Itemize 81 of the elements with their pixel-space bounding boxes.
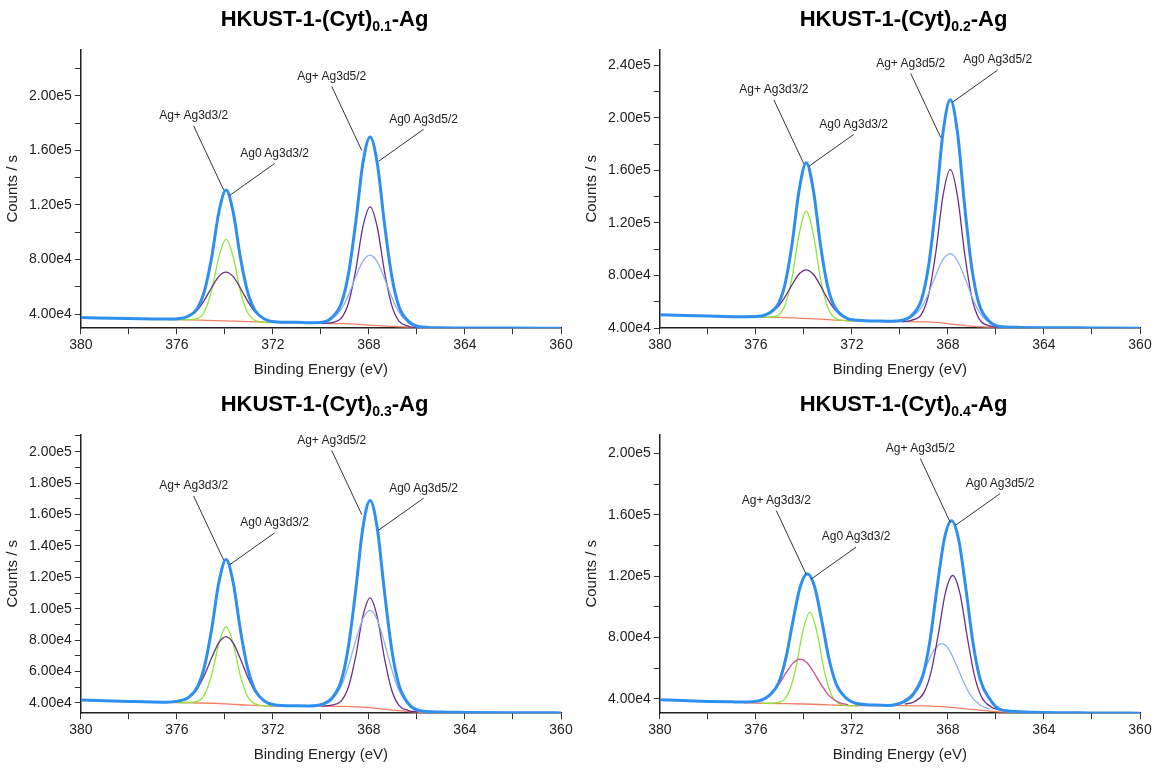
annotation: Ag0 Ag3d3/2 (819, 116, 889, 131)
y-axis-title: Counts / s (3, 540, 21, 608)
annotation: Ag0 Ag3d3/2 (240, 515, 310, 530)
y-tick-label: 8.00e4 (607, 266, 652, 283)
y-tick-label: 8.00e4 (607, 628, 652, 645)
annotation: Ag+ Ag3d3/2 (159, 478, 229, 493)
x-tick-label: 364 (453, 721, 477, 738)
x-tick-label: 372 (261, 721, 285, 738)
y-tick-label: 4.00e4 (607, 319, 652, 336)
x-tick-label: 372 (840, 336, 864, 353)
x-tick-label: 380 (69, 336, 93, 353)
y-tick-label: 8.00e4 (28, 631, 73, 648)
annotation: Ag+ Ag3d3/2 (159, 108, 229, 123)
y-tick-label: 1.20e5 (607, 566, 652, 583)
x-tick-label: 376 (165, 721, 189, 738)
y-tick-label: 2.00e5 (28, 442, 73, 459)
y-tick-label: 1.60e5 (607, 505, 652, 522)
annotation: Ag0 Ag3d5/2 (389, 111, 459, 126)
x-axis-title: Binding Energy (eV) (253, 360, 389, 378)
x-tick-label: 364 (1032, 721, 1056, 738)
y-tick-label: 4.00e4 (28, 693, 73, 710)
annotation: Ag+ Ag3d5/2 (885, 440, 956, 455)
x-tick-label: 372 (261, 336, 285, 353)
y-axis-title: Counts / s (582, 540, 600, 608)
y-tick-label: 2.00e5 (607, 108, 652, 125)
chart-title: HKUST-1-(Cyt)$_{0.2}$-Ag (798, 6, 1009, 35)
annotation: Ag0 Ag3d5/2 (389, 480, 459, 495)
x-tick-label: 368 (357, 336, 381, 353)
x-axis-title: Binding Energy (eV) (832, 745, 968, 763)
x-tick-label: 360 (549, 721, 573, 738)
chart-title: HKUST-1-(Cyt)$_{0.3}$-Ag (219, 391, 430, 420)
annotation: Ag0 Ag3d5/2 (963, 52, 1033, 67)
annotation: Ag0 Ag3d3/2 (240, 145, 310, 160)
x-tick-label: 360 (1128, 336, 1152, 353)
chart-title: HKUST-1-(Cyt)$_{0.4}$-Ag (798, 391, 1009, 420)
y-tick-label: 1.00e5 (28, 599, 73, 616)
annotation: Ag0 Ag3d3/2 (821, 529, 891, 544)
y-tick-label: 1.40e5 (28, 536, 73, 553)
y-tick-label: 1.20e5 (607, 213, 652, 230)
annotation: Ag+ Ag3d5/2 (297, 432, 367, 447)
x-tick-label: 368 (936, 336, 960, 353)
x-tick-label: 360 (549, 336, 573, 353)
y-tick-label: 4.00e4 (28, 305, 73, 321)
x-axis-title: Binding Energy (eV) (832, 360, 968, 378)
annotation: Ag+ Ag3d3/2 (741, 492, 812, 507)
line-series (321, 206, 419, 329)
y-axis-title: Counts / s (582, 155, 600, 223)
x-tick-label: 372 (840, 721, 864, 738)
chart-title: HKUST-1-(Cyt)$_{0.1}$-Ag (219, 6, 430, 35)
y-tick-label: 1.20e5 (28, 568, 73, 585)
annotation: Ag+ Ag3d3/2 (739, 82, 809, 97)
x-tick-label: 380 (69, 721, 93, 738)
x-tick-label: 376 (744, 721, 768, 738)
x-tick-label: 380 (648, 336, 672, 353)
y-tick-label: 6.00e4 (28, 662, 73, 679)
annotation: Ag0 Ag3d5/2 (965, 475, 1035, 490)
y-tick-label: 2.40e5 (607, 56, 652, 73)
x-tick-label: 364 (1032, 336, 1056, 353)
y-tick-label: 4.00e4 (607, 689, 652, 706)
x-tick-label: 368 (936, 721, 960, 738)
line-series (901, 168, 999, 329)
x-tick-label: 376 (744, 336, 768, 353)
y-tick-label: 1.60e5 (28, 141, 73, 158)
x-tick-label: 364 (453, 336, 477, 353)
y-tick-label: 8.00e4 (28, 250, 73, 267)
y-tick-label: 1.20e5 (28, 195, 73, 212)
annotation: Ag+ Ag3d5/2 (876, 55, 946, 70)
y-tick-label: 2.00e5 (28, 86, 73, 103)
y-tick-label: 1.60e5 (28, 505, 73, 522)
y-axis-title: Counts / s (3, 155, 21, 223)
annotation: Ag+ Ag3d5/2 (297, 68, 367, 83)
x-tick-label: 380 (648, 721, 672, 738)
x-tick-label: 360 (1128, 721, 1152, 738)
x-tick-label: 376 (165, 336, 189, 353)
x-axis-title: Binding Energy (eV) (253, 745, 389, 763)
y-tick-label: 2.00e5 (607, 444, 652, 461)
line-series (757, 210, 855, 322)
line-series (761, 611, 859, 707)
y-tick-label: 1.60e5 (607, 161, 652, 178)
y-tick-label: 1.80e5 (28, 473, 73, 490)
x-tick-label: 368 (357, 721, 381, 738)
